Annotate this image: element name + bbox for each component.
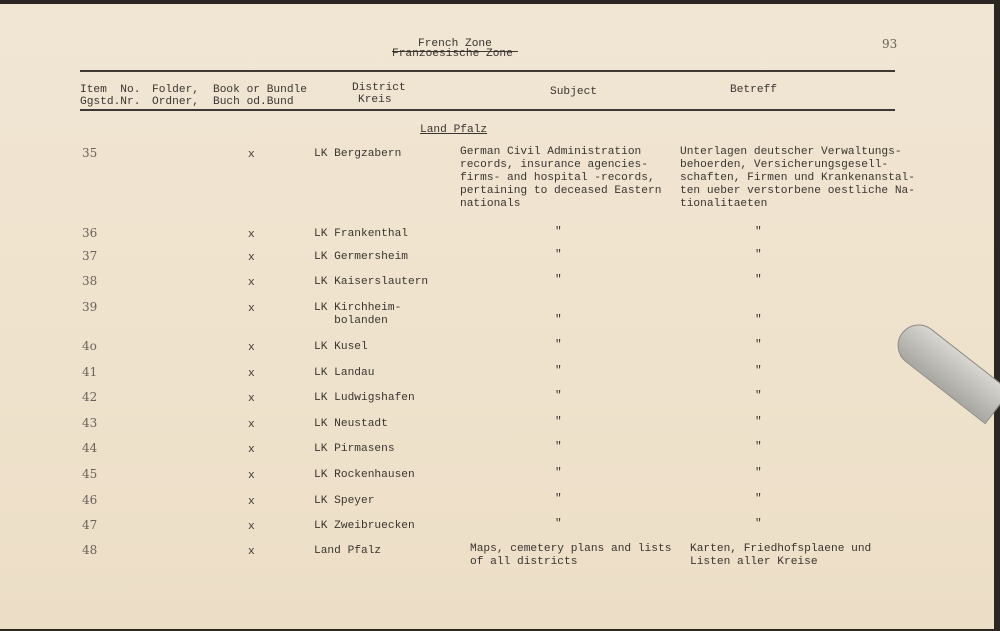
betreff-text: ": [755, 493, 762, 505]
subject-text: ": [555, 441, 562, 453]
betreff-text: ": [755, 467, 762, 479]
col-subject: Subject: [550, 86, 597, 98]
district-name: LK Frankenthal: [314, 228, 408, 240]
item-number: 44: [82, 441, 98, 455]
col-item-en: Item No.: [80, 84, 141, 96]
header-rule-top: [80, 70, 895, 72]
item-number: 38: [82, 274, 98, 288]
title-german: Franzoesische Zone: [392, 48, 513, 60]
betreff-text: ": [755, 274, 762, 286]
checked-mark: x: [248, 342, 255, 354]
page-tab-marker: [889, 316, 1000, 425]
subject-text: ": [555, 226, 562, 238]
district-name: LK Kaiserslautern: [314, 276, 429, 288]
col-district-de: Kreis: [358, 94, 392, 106]
district-name: LK Rockenhausen: [314, 469, 415, 481]
district-name: LK Landau: [314, 367, 375, 379]
item-number: 42: [82, 390, 98, 404]
betreff-text: ": [755, 339, 762, 351]
col-betreff: Betreff: [730, 84, 777, 96]
district-name: LK Kusel: [314, 341, 368, 353]
document-page: French Zone Franzoesische Zone 93 Item N…: [0, 4, 1000, 629]
betreff-text: ": [755, 390, 762, 402]
item-number: 39: [82, 300, 98, 314]
col-book-en: Book or Bundle: [213, 84, 307, 96]
district-name: LK Ludwigshafen: [314, 392, 415, 404]
subject-text: Maps, cemetery plans and lists of all di…: [470, 543, 672, 568]
subject-text: ": [555, 339, 562, 351]
col-folder-en: Folder,: [152, 84, 199, 96]
col-district-en: District: [352, 82, 406, 94]
item-number: 45: [82, 467, 98, 481]
item-number: 36: [82, 226, 98, 240]
checked-mark: x: [248, 419, 255, 431]
betreff-text: Karten, Friedhofsplaene und Listen aller…: [690, 543, 872, 568]
checked-mark: x: [248, 393, 255, 405]
district-name: LK Kirchheim- bolanden: [314, 302, 402, 327]
item-number: 48: [82, 543, 98, 557]
subject-text: German Civil Administration records, ins…: [460, 146, 662, 210]
subject-text: ": [555, 365, 562, 377]
title-underline: [392, 51, 518, 52]
col-folder-de: Ordner,: [152, 96, 199, 108]
item-number: 41: [82, 365, 98, 379]
checked-mark: x: [248, 252, 255, 264]
betreff-text: ": [755, 249, 762, 261]
col-item-de: Ggstd.Nr.: [80, 96, 141, 108]
district-name: LK Pirmasens: [314, 443, 395, 455]
district-name: LK Neustadt: [314, 418, 388, 430]
checked-mark: x: [248, 444, 255, 456]
subject-text: ": [555, 416, 562, 428]
checked-mark: x: [248, 546, 255, 558]
subject-text: ": [555, 390, 562, 402]
district-name: LK Zweibruecken: [314, 520, 415, 532]
subject-text: ": [555, 493, 562, 505]
item-number: 35: [82, 146, 98, 160]
subject-text: ": [555, 314, 562, 326]
district-name: LK Germersheim: [314, 251, 408, 263]
betreff-text: ": [755, 314, 762, 326]
betreff-text: ": [755, 441, 762, 453]
title-english: French Zone: [418, 38, 492, 50]
checked-mark: x: [248, 229, 255, 241]
checked-mark: x: [248, 496, 255, 508]
subject-text: ": [555, 249, 562, 261]
checked-mark: x: [248, 521, 255, 533]
betreff-text: ": [755, 518, 762, 530]
subject-text: ": [555, 467, 562, 479]
checked-mark: x: [248, 277, 255, 289]
item-number: 46: [82, 493, 98, 507]
district-name: LK Speyer: [314, 495, 375, 507]
page-number: 93: [882, 37, 898, 51]
betreff-text: ": [755, 416, 762, 428]
subject-text: ": [555, 518, 562, 530]
district-name: Land Pfalz: [314, 545, 382, 557]
col-book-de: Buch od.Bund: [213, 96, 294, 108]
subject-text: ": [555, 274, 562, 286]
checked-mark: x: [248, 470, 255, 482]
item-number: 4o: [82, 339, 97, 353]
betreff-text: ": [755, 365, 762, 377]
betreff-text: Unterlagen deutscher Verwaltungs- behoer…: [680, 146, 915, 210]
district-name: LK Bergzabern: [314, 148, 402, 160]
item-number: 37: [82, 249, 98, 263]
header-rule-bottom: [80, 109, 895, 111]
betreff-text: ": [755, 226, 762, 238]
checked-mark: x: [248, 368, 255, 380]
checked-mark: x: [248, 303, 255, 315]
item-number: 43: [82, 416, 98, 430]
checked-mark: x: [248, 149, 255, 161]
section-heading: Land Pfalz: [420, 124, 488, 136]
item-number: 47: [82, 518, 98, 532]
